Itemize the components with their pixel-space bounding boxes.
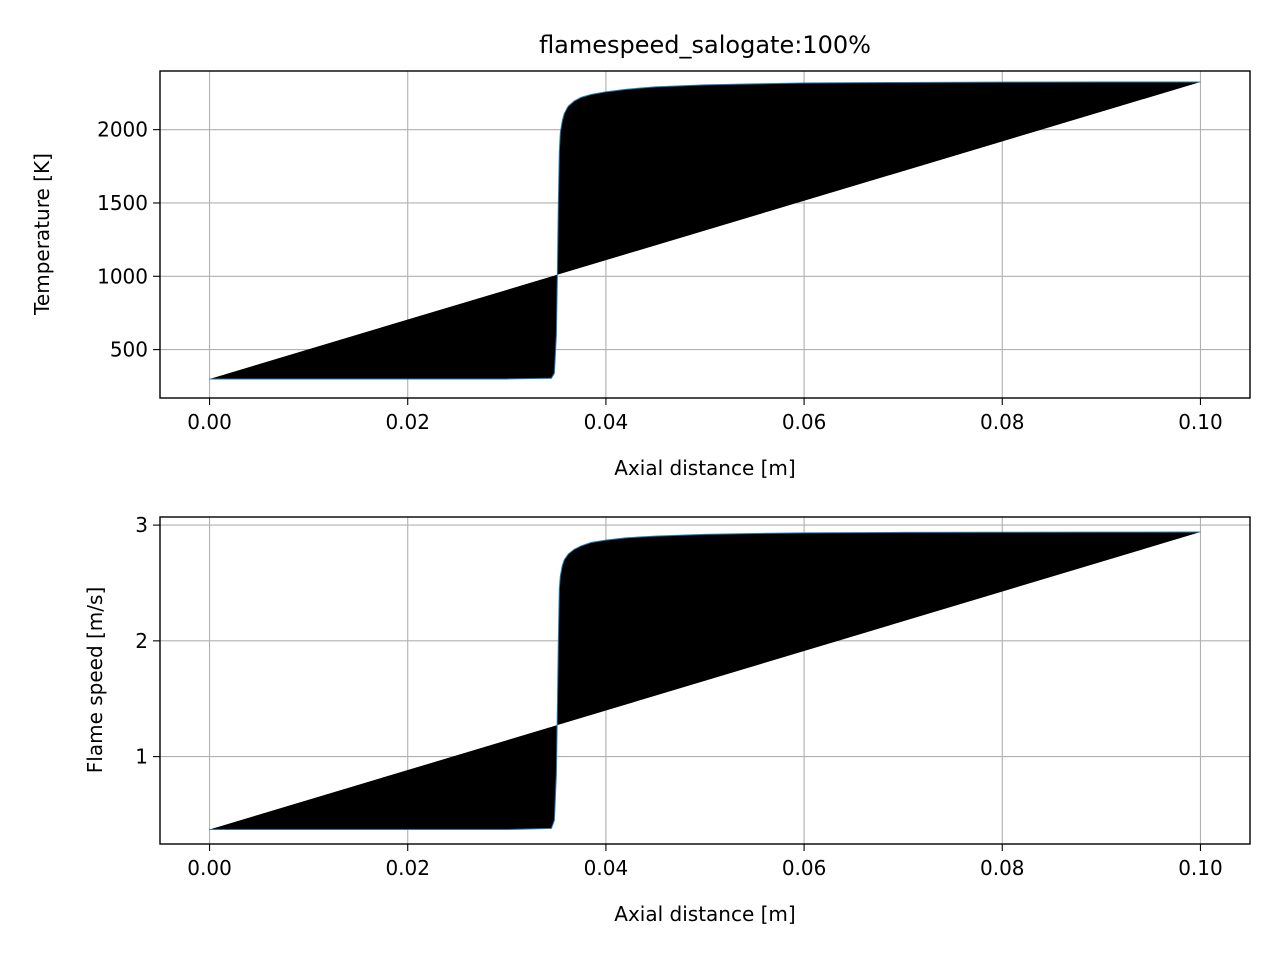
temperature-x-axis-label: Axial distance [m] xyxy=(614,456,795,480)
flame-speed-series-line xyxy=(209,531,1201,831)
temperature-axes-frame xyxy=(159,70,1251,399)
temperature-x-tick-label: 0.08 xyxy=(980,410,1025,434)
flame-speed-x-tick-label: 0.06 xyxy=(782,856,827,880)
temperature-y-tick-label: 2000 xyxy=(97,118,148,142)
temperature-y-tick-label: 1000 xyxy=(97,264,148,288)
chart-title: flamespeed_salogate:100% xyxy=(539,31,871,59)
flame-speed-x-tick-label: 0.08 xyxy=(980,856,1025,880)
flame-speed-axes-frame xyxy=(159,516,1251,845)
temperature-x-tick-label: 0.02 xyxy=(385,410,430,434)
flame-speed-y-tick-label: 2 xyxy=(135,629,148,653)
flame-speed-y-tick-label: 3 xyxy=(135,513,148,537)
flame-speed-axes: 0.00 0.02 0.04 0.06 0.08 0.10 1 2 3 Axial distan… xyxy=(83,513,1251,926)
flame-speed-x-tick-label: 0.04 xyxy=(584,856,629,880)
temperature-axes: 0.00 0.02 0.04 0.06 0.08 0.10500100015002000 … xyxy=(30,70,1251,480)
flame-speed-x-tick-label: 0.02 xyxy=(385,856,430,880)
temperature-y-tick-label: 500 xyxy=(110,338,148,362)
temperature-x-tick-label: 0.10 xyxy=(1178,410,1223,434)
temperature-series-line xyxy=(209,81,1201,380)
flame-speed-x-tick-label: 0.00 xyxy=(187,856,232,880)
flame-speed-y-axis-label: Flame speed [m/s] xyxy=(83,587,107,773)
temperature-y-tick-label: 1500 xyxy=(97,191,148,215)
temperature-y-axis-label: Temperature [K] xyxy=(30,153,54,316)
temperature-x-tick-label: 0.06 xyxy=(782,410,827,434)
flame-speed-x-tick-label: 0.10 xyxy=(1178,856,1223,880)
flame-speed-x-axis-label: Axial distance [m] xyxy=(614,902,795,926)
temperature-x-tick-label: 0.00 xyxy=(187,410,232,434)
flame-speed-y-tick-label: 1 xyxy=(135,745,148,769)
temperature-x-tick-label: 0.04 xyxy=(584,410,629,434)
